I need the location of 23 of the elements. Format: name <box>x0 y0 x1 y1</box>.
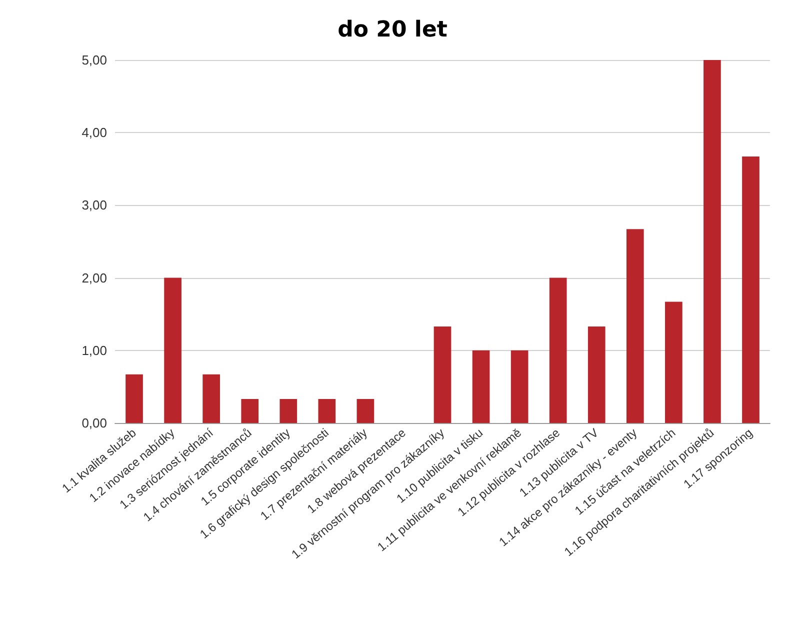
bar <box>510 350 528 423</box>
bar <box>434 326 452 423</box>
bar <box>742 156 760 423</box>
bar <box>665 302 682 423</box>
y-tick-label: 1,00 <box>82 342 107 358</box>
y-tick-label: 3,00 <box>82 198 107 213</box>
chart-title: do 20 let <box>338 18 448 42</box>
y-tick-label: 0,00 <box>82 416 107 430</box>
y-tick-label: 4,00 <box>82 125 107 140</box>
bar <box>356 399 374 423</box>
bar <box>318 399 336 423</box>
y-tick-label: 2,00 <box>82 270 107 286</box>
bar <box>241 399 259 423</box>
bar <box>280 399 298 423</box>
bar <box>472 350 490 423</box>
bar <box>704 60 721 423</box>
bar <box>164 278 182 423</box>
bar <box>549 278 567 423</box>
bar <box>588 326 606 423</box>
bar <box>126 374 143 423</box>
bar <box>626 229 644 423</box>
y-tick-label: 5,00 <box>82 52 107 68</box>
bar <box>202 374 220 423</box>
